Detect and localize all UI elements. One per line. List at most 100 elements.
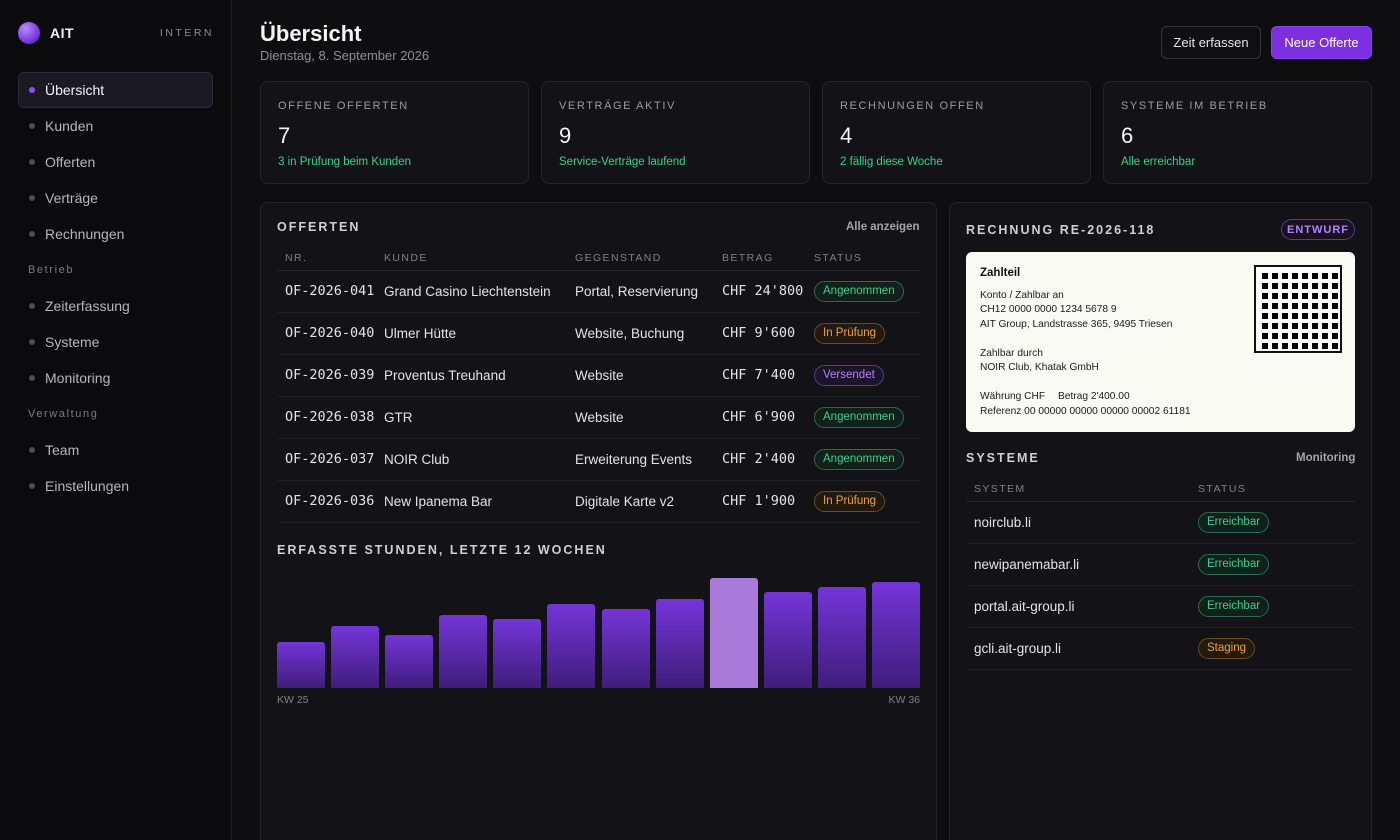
- chart-bar[interactable]: [601, 609, 650, 688]
- slip-iban: CH12 0000 0000 1234 5678 9: [980, 304, 1117, 315]
- slip-reference: Referenz 00 00000 00000 00000 00002 6118…: [980, 406, 1191, 417]
- table-row[interactable]: newipanemabar.li Erreichbar: [966, 543, 1355, 586]
- system-status-cell: Erreichbar: [1190, 585, 1355, 628]
- bullet-icon: [29, 195, 35, 201]
- brand-tag: INTERN: [159, 27, 214, 39]
- system-status-cell: Erreichbar: [1190, 501, 1355, 544]
- sidebar-item-systeme[interactable]: Systeme: [18, 324, 213, 360]
- table-header-row: NR. KUNDE GEGENSTAND BETRAG STATUS: [277, 246, 920, 271]
- offer-customer: New Ipanema Bar: [376, 480, 567, 523]
- kpi-card-offene-offerten[interactable]: OFFENE OFFERTEN 7 3 in Prüfung beim Kund…: [260, 81, 529, 184]
- table-row[interactable]: OF-2026-039 Proventus Treuhand Website C…: [277, 354, 920, 397]
- offer-customer: NOIR Club: [376, 438, 567, 481]
- table-row[interactable]: gcli.ait-group.li Staging: [966, 627, 1355, 670]
- sidebar-section-verwaltung: Verwaltung: [28, 408, 99, 420]
- kpi-card-vertraege-aktiv[interactable]: VERTRÄGE AKTIV 9 Service-Verträge laufen…: [541, 81, 810, 184]
- sidebar-item-einstellungen[interactable]: Einstellungen: [18, 468, 213, 504]
- kpi-card-systeme-im-betrieb[interactable]: SYSTEME IM BETRIEB 6 Alle erreichbar: [1103, 81, 1372, 184]
- slip-payable-by-label: Zahlbar durch: [980, 348, 1043, 359]
- column-header-betrag[interactable]: BETRAG: [714, 246, 806, 271]
- bullet-icon: [29, 339, 35, 345]
- table-row[interactable]: OF-2026-037 NOIR Club Erweiterung Events…: [277, 438, 920, 481]
- x-axis-end-label: KW 36: [888, 694, 920, 706]
- brand-logo: [18, 22, 40, 44]
- x-axis-start-label: KW 25: [277, 694, 309, 706]
- chart-bar[interactable]: [439, 615, 488, 688]
- bullet-icon: [29, 231, 35, 237]
- column-header-gegenstand[interactable]: GEGENSTAND: [567, 246, 714, 271]
- sidebar: AIT INTERN Übersicht Kunden Offerten Ver…: [0, 0, 232, 840]
- status-badge: In Prüfung: [814, 490, 886, 512]
- table-row[interactable]: OF-2026-036 New Ipanema Bar Digitale Kar…: [277, 480, 920, 523]
- sidebar-item-zeiterfassung[interactable]: Zeiterfassung: [18, 288, 213, 324]
- offer-amount: CHF 9'600: [714, 312, 806, 355]
- offer-customer: Proventus Treuhand: [376, 354, 567, 397]
- status-badge: Erreichbar: [1198, 511, 1270, 533]
- invoice-title: RECHNUNG RE-2026-118: [966, 223, 1156, 237]
- offer-amount: CHF 1'900: [714, 480, 806, 523]
- sidebar-item-rechnungen[interactable]: Rechnungen: [18, 216, 213, 252]
- table-row[interactable]: OF-2026-038 GTR Website CHF 6'900 Angeno…: [277, 396, 920, 439]
- sidebar-item-offerten[interactable]: Offerten: [18, 144, 213, 180]
- chart-bar[interactable]: [493, 619, 542, 688]
- chart-bar[interactable]: [871, 582, 920, 688]
- offer-number: OF-2026-041: [277, 270, 376, 313]
- chart-bar[interactable]: [709, 578, 758, 688]
- table-header-row: SYSTEM STATUS: [966, 477, 1355, 502]
- sidebar-item-uebersicht[interactable]: Übersicht: [18, 72, 213, 108]
- kpi-label: RECHNUNGEN OFFEN: [840, 100, 985, 112]
- bullet-icon: [29, 375, 35, 381]
- brand[interactable]: AIT INTERN: [18, 22, 214, 44]
- sidebar-item-team[interactable]: Team: [18, 432, 213, 468]
- table-row[interactable]: portal.ait-group.li Erreichbar: [966, 585, 1355, 628]
- chart-bar[interactable]: [331, 626, 380, 688]
- kpi-label: OFFENE OFFERTEN: [278, 100, 409, 112]
- chart-bar[interactable]: [655, 599, 704, 688]
- offer-amount: CHF 7'400: [714, 354, 806, 397]
- sidebar-item-label: Rechnungen: [45, 226, 125, 242]
- sidebar-item-label: Übersicht: [45, 82, 105, 98]
- column-header-kunde[interactable]: KUNDE: [376, 246, 567, 271]
- system-host: gcli.ait-group.li: [966, 627, 1190, 670]
- sidebar-section-betrieb: Betrieb: [28, 264, 75, 276]
- offer-amount: CHF 24'800: [714, 270, 806, 313]
- table-row[interactable]: noirclub.li Erreichbar: [966, 501, 1355, 544]
- column-header-status[interactable]: STATUS: [1190, 477, 1355, 502]
- slip-creditor: AIT Group, Landstrasse 365, 9495 Triesen: [980, 319, 1173, 330]
- alle-anzeigen-link[interactable]: Alle anzeigen: [846, 221, 920, 233]
- sidebar-item-monitoring[interactable]: Monitoring: [18, 360, 213, 396]
- offer-subject: Website: [567, 354, 714, 397]
- bullet-icon: [29, 483, 35, 489]
- monitoring-link[interactable]: Monitoring: [1296, 452, 1356, 464]
- zeit-erfassen-button[interactable]: Zeit erfassen: [1161, 26, 1261, 59]
- table-row[interactable]: OF-2026-040 Ulmer Hütte Website, Buchung…: [277, 312, 920, 355]
- column-header-nr[interactable]: NR.: [277, 246, 376, 271]
- chart-bar[interactable]: [277, 642, 326, 688]
- chart-bar[interactable]: [817, 587, 866, 688]
- kpi-subtext: Service-Verträge laufend: [559, 156, 686, 168]
- page-date: Dienstag, 8. September 2026: [260, 48, 430, 63]
- sidebar-item-vertraege[interactable]: Verträge: [18, 180, 213, 216]
- status-badge: Erreichbar: [1198, 595, 1270, 617]
- brand-name: AIT: [50, 25, 75, 41]
- draft-status-badge: ENTWURF: [1281, 219, 1355, 240]
- offer-customer: GTR: [376, 396, 567, 439]
- sidebar-item-kunden[interactable]: Kunden: [18, 108, 213, 144]
- neue-offerte-button[interactable]: Neue Offerte: [1271, 26, 1372, 59]
- sidebar-item-label: Zeiterfassung: [45, 298, 130, 314]
- kpi-value: 7: [278, 123, 291, 148]
- chart-bar[interactable]: [763, 592, 812, 688]
- payment-slip[interactable]: Zahlteil Konto / Zahlbar an CH12 0000 00…: [966, 252, 1355, 432]
- kpi-card-rechnungen-offen[interactable]: RECHNUNGEN OFFEN 4 2 fällig diese Woche: [822, 81, 1091, 184]
- slip-currency: Währung CHF: [980, 391, 1046, 402]
- column-header-status[interactable]: STATUS: [806, 246, 920, 271]
- column-header-system[interactable]: SYSTEM: [966, 477, 1190, 502]
- system-host: noirclub.li: [966, 501, 1190, 544]
- chart-bar[interactable]: [547, 604, 596, 688]
- status-badge: Angenommen: [814, 406, 904, 428]
- bullet-icon: [29, 87, 35, 93]
- table-row[interactable]: OF-2026-041 Grand Casino Liechtenstein P…: [277, 270, 920, 313]
- system-host: portal.ait-group.li: [966, 585, 1190, 628]
- chart-bar[interactable]: [385, 635, 434, 688]
- offer-subject: Website: [567, 396, 714, 439]
